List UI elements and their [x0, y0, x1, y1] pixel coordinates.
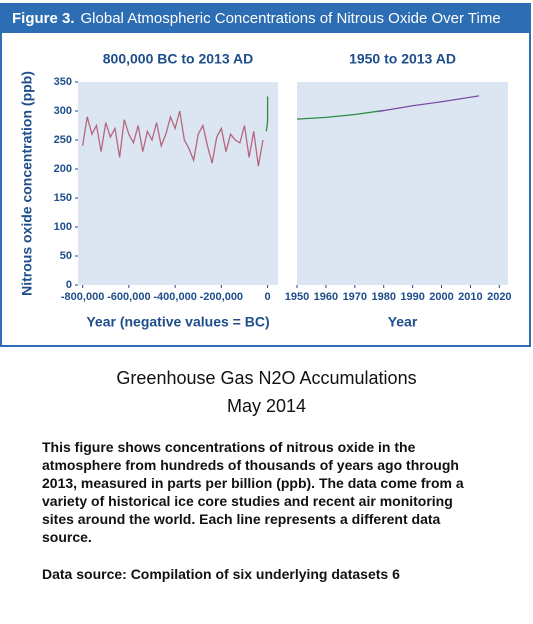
- x-tick-label: 2010: [458, 291, 482, 303]
- x-tick-label: 2020: [487, 291, 511, 303]
- caption-title: Greenhouse Gas N2O Accumulations: [116, 368, 417, 388]
- x-axis-label: Year (negative values = BC): [86, 314, 269, 330]
- data-line: [81, 110, 264, 167]
- caption-source: Data source: Compilation of six underlyi…: [42, 566, 400, 582]
- x-tick-label: 0: [265, 291, 271, 303]
- panel-title: 1950 to 2013 AD: [349, 51, 456, 67]
- data-line: [265, 96, 269, 132]
- plot-area: [78, 82, 278, 285]
- figure-title: Global Atmospheric Concentrations of Nit…: [81, 10, 501, 27]
- y-axis-label: Nitrous oxide concentration (ppb): [19, 71, 35, 296]
- x-tick-label: 1950: [285, 291, 309, 303]
- header: Figure 3. Global Atmospheric Concentratio…: [12, 10, 501, 27]
- caption-body: This figure shows concentrations of nitr…: [42, 439, 464, 545]
- x-tick-label: 1970: [343, 291, 367, 303]
- data-line: [377, 95, 480, 113]
- data-line: [296, 109, 384, 120]
- y-tick-label: 150: [54, 192, 72, 204]
- figure: Figure 3. Global Atmospheric Concentratio…: [0, 3, 531, 347]
- x-axis-label: Year: [388, 314, 418, 330]
- x-tick-label: 1980: [371, 291, 395, 303]
- x-tick-label: -400,000: [153, 291, 196, 303]
- panel-title: 800,000 BC to 2013 AD: [103, 51, 253, 67]
- caption-date: May 2014: [226, 396, 307, 416]
- figure-label: Figure 3.: [12, 10, 75, 27]
- plot-area: [297, 82, 508, 285]
- y-tick-label: 350: [54, 76, 72, 88]
- y-tick-label: 300: [54, 105, 72, 117]
- y-tick-label: 50: [60, 250, 72, 262]
- y-tick-label: 0: [66, 279, 72, 291]
- y-tick-label: 250: [54, 134, 72, 146]
- y-tick-label: 200: [54, 163, 72, 175]
- x-tick-label: -600,000: [107, 291, 150, 303]
- x-tick-label: 1990: [400, 291, 424, 303]
- x-tick-label: -200,000: [200, 291, 243, 303]
- y-tick-label: 100: [54, 221, 72, 233]
- x-tick-label: -800,000: [61, 291, 104, 303]
- x-tick-label: 1960: [314, 291, 338, 303]
- x-tick-label: 2000: [429, 291, 453, 303]
- header-bar: [1, 4, 530, 33]
